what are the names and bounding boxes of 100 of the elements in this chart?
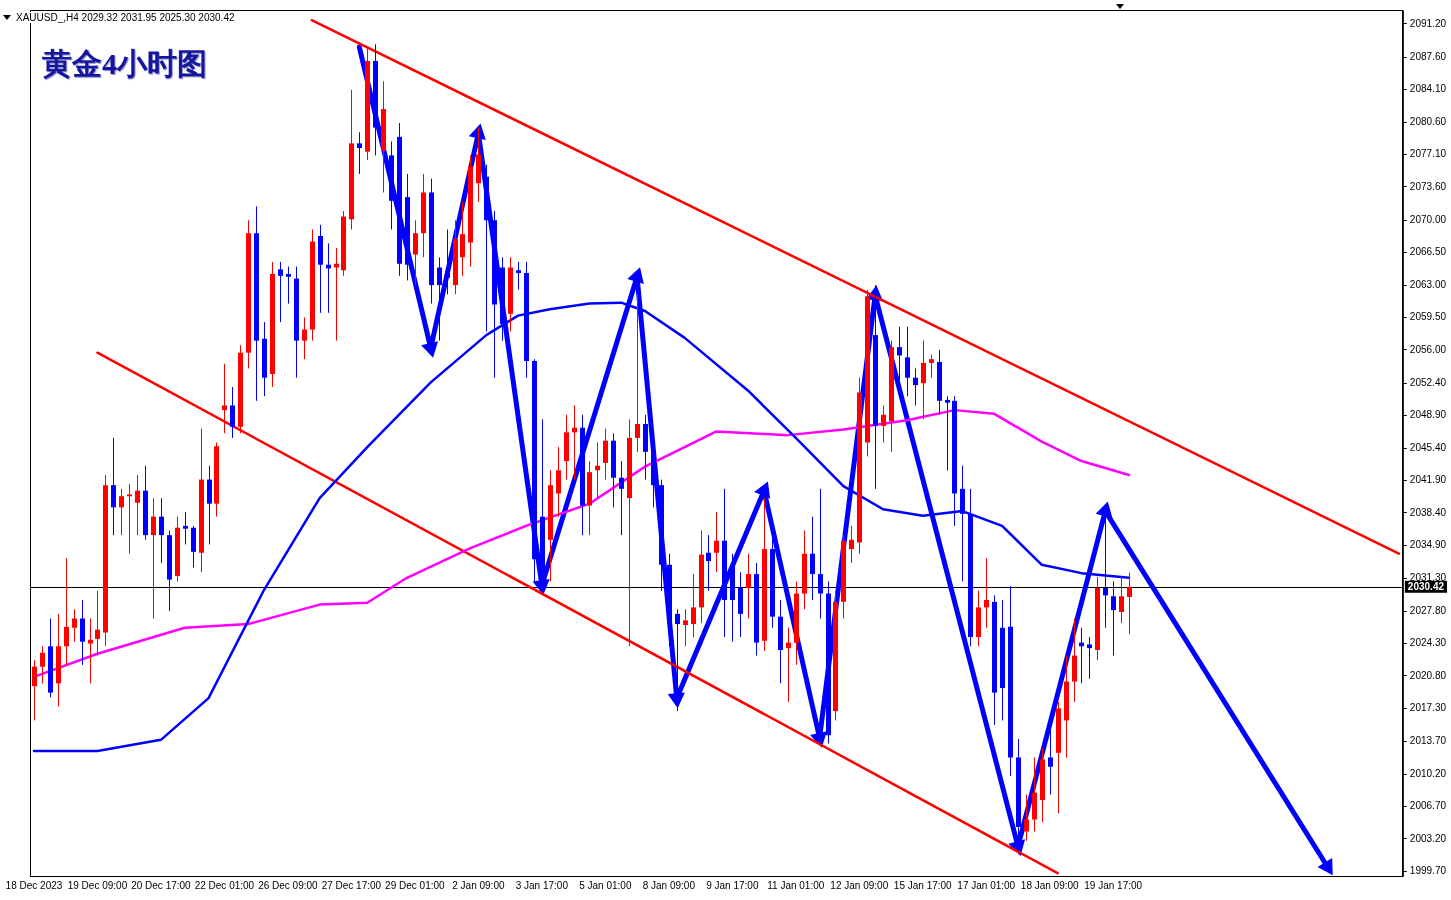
candlestick — [159, 497, 164, 564]
candlestick — [413, 219, 418, 286]
x-tick-label: 8 Jan 09:00 — [642, 879, 696, 891]
x-tick-label: 18 Jan 09:00 — [1020, 879, 1080, 891]
candlestick — [64, 557, 69, 666]
candlestick — [222, 363, 227, 434]
y-tick-label: 2013.70 — [1409, 735, 1447, 747]
y-tick-label: 2080.60 — [1409, 115, 1447, 127]
point — [627, 267, 644, 285]
candlestick — [119, 488, 124, 536]
x-tick-label: 26 Dec 09:00 — [258, 879, 319, 891]
y-tick-label: 2059.50 — [1409, 311, 1447, 323]
candlestick — [95, 590, 100, 657]
x-tick-label: 5 Jan 01:00 — [579, 879, 632, 891]
y-tick-label: 2024.30 — [1409, 637, 1447, 649]
candlestick — [1119, 576, 1124, 624]
candlestick — [905, 326, 910, 397]
candlestick — [984, 557, 989, 629]
x-tick-label: 17 Jan 01:00 — [957, 879, 1016, 891]
point — [468, 123, 486, 140]
y-tick-label: 2003.20 — [1409, 832, 1447, 844]
candlestick — [111, 437, 116, 536]
candlestick — [516, 261, 521, 291]
candlestick — [818, 488, 823, 620]
candlestick — [1024, 793, 1029, 842]
y-tick-label: 2010.20 — [1409, 767, 1447, 779]
candlestick — [40, 645, 45, 684]
y-tick-label: 2087.60 — [1409, 50, 1447, 62]
x-tick-label: 3 Jan 17:00 — [515, 879, 569, 891]
candlestick — [619, 460, 624, 536]
candlestick — [691, 573, 696, 638]
y-tick-label: 2052.40 — [1409, 377, 1447, 389]
candlestick — [135, 474, 140, 536]
candlestick — [683, 608, 688, 647]
x-tick-label: 19 Jan 17:00 — [1084, 879, 1143, 891]
x-tick-label: 20 Dec 17:00 — [131, 879, 192, 891]
candlestick — [1111, 580, 1116, 657]
candlestick — [1087, 636, 1092, 680]
x-tick-label: 15 Jan 17:00 — [893, 879, 953, 891]
candlestick — [1048, 729, 1053, 795]
ref-line-label: 2030.42 — [1407, 580, 1445, 592]
y-tick-label: 1999.70 — [1409, 865, 1447, 877]
candlestick — [945, 395, 950, 471]
y-tick-label: 2027.80 — [1409, 604, 1447, 616]
candlestick — [80, 599, 85, 666]
candlestick — [278, 261, 283, 323]
candlestick — [357, 131, 362, 175]
x-tick-label: 19 Dec 09:00 — [67, 879, 128, 891]
candlestick — [603, 428, 608, 481]
y-tick-label: 2045.40 — [1409, 441, 1447, 453]
candlestick — [88, 618, 93, 684]
x-tick-label: 2 Jan 09:00 — [452, 879, 505, 891]
y-tick-label: 2073.60 — [1409, 180, 1447, 192]
y-tick-label: 2070.00 — [1409, 214, 1447, 225]
candlestick — [913, 367, 918, 406]
candlestick — [445, 229, 450, 295]
candlestick — [746, 553, 751, 620]
y-tick-label: 2038.40 — [1409, 506, 1447, 518]
annotation: XAUUSD_,H4 2029.32 2031.95 2025.30 2030.42 — [14, 12, 237, 23]
candlestick — [127, 483, 132, 555]
candlestick — [151, 497, 156, 620]
candlestick — [929, 354, 934, 379]
y-tick-label: 2077.10 — [1409, 148, 1447, 160]
candlestick — [706, 534, 711, 592]
candlestick — [881, 404, 886, 444]
candlestick — [921, 340, 926, 420]
y-tick-label: 2056.00 — [1409, 343, 1447, 355]
y-tick-label: 2017.30 — [1409, 702, 1447, 714]
candlestick — [810, 516, 815, 601]
candlestick — [183, 511, 188, 545]
y-tick-label: 2034.90 — [1409, 539, 1447, 551]
x-tick-label: 27 Dec 17:00 — [321, 879, 382, 891]
candlestick — [714, 511, 719, 573]
y-tick-label: 2084.10 — [1409, 83, 1447, 95]
candlestick — [556, 446, 561, 518]
candlestick — [302, 317, 307, 360]
x-tick-label: 11 Jan 01:00 — [767, 879, 825, 891]
candlestick — [286, 266, 291, 305]
x-tick-label: 22 Dec 01:00 — [194, 879, 255, 891]
y-tick-label: 2063.00 — [1409, 278, 1447, 290]
x-tick-label: 12 Jan 09:00 — [830, 879, 889, 891]
y-tick-label: 2048.90 — [1409, 409, 1447, 421]
y-tick-label: 2006.70 — [1409, 800, 1447, 812]
y-tick-label: 2041.90 — [1409, 474, 1447, 486]
candlestick — [437, 256, 442, 342]
candlestick — [72, 608, 77, 643]
y-tick-label: 2091.20 — [1409, 17, 1447, 29]
point — [1095, 501, 1113, 519]
candlestick — [849, 525, 854, 564]
candlestick — [1127, 572, 1132, 635]
text: 黄金4小时图 — [42, 46, 207, 82]
y-tick-label: 2066.50 — [1409, 246, 1447, 258]
candlestick — [32, 659, 37, 721]
x-tick-label: 18 Dec 2023 — [5, 879, 63, 891]
candlestick — [230, 386, 235, 439]
x-tick-label: 9 Jan 17:00 — [706, 879, 759, 891]
point — [754, 481, 771, 499]
x-tick-label: 29 Dec 01:00 — [385, 879, 446, 891]
candlestick — [635, 293, 640, 453]
y-tick-label: 2020.80 — [1409, 669, 1447, 681]
